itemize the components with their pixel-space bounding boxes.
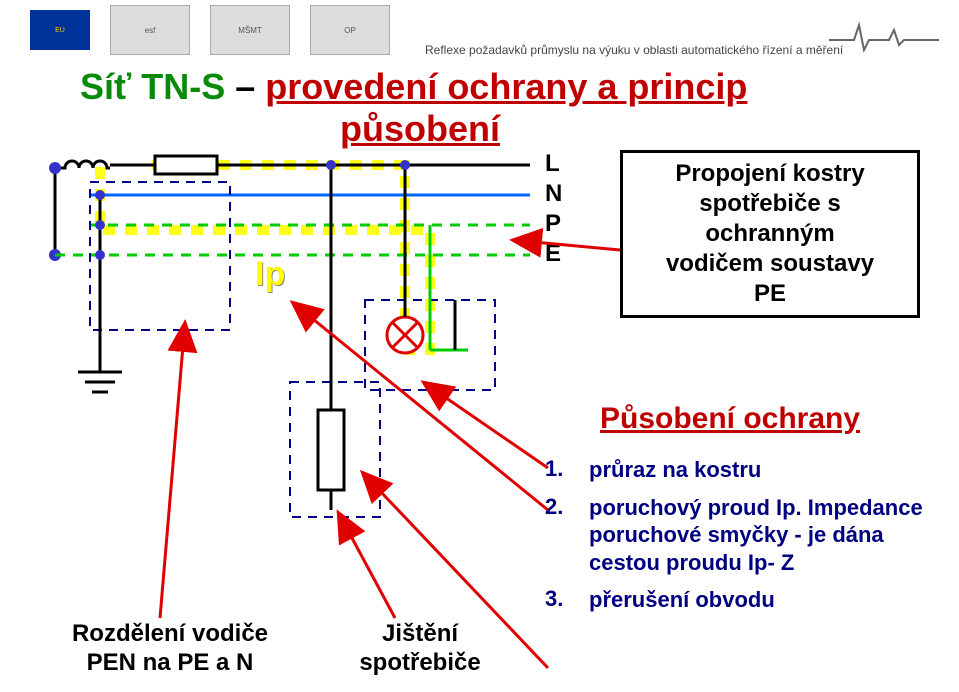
logo-msmt: MŠMT <box>210 5 290 55</box>
list-item-2-txt: poruchový proud Ip. Impedance poruchové … <box>589 494 935 577</box>
pusobeni-heading: Působení ochrany <box>600 402 860 436</box>
label-jisteni: Jištění spotřebiče <box>330 620 510 678</box>
title-dash: – <box>225 66 265 107</box>
list-item-1: 1. průraz na kostru <box>545 456 935 484</box>
title-green-part: Síť TN-S <box>80 66 225 107</box>
logo-op: OP <box>310 5 390 55</box>
ip-label: Ip <box>255 255 285 294</box>
propojeni-line4: vodičem soustavy <box>666 250 874 277</box>
propojeni-line5: PE <box>754 280 786 307</box>
list-item-1-num: 1. <box>545 456 569 484</box>
list-item-3-num: 3. <box>545 586 569 614</box>
propojeni-line3: ochranným <box>705 220 834 247</box>
rail-label-P: P <box>545 210 561 238</box>
box-propojeni-kostry: Propojení kostry spotřebiče s ochranným … <box>620 150 920 318</box>
list-item-2-num: 2. <box>545 494 569 577</box>
label-rozdeleni: Rozdělení vodiče PEN na PE a N <box>40 620 300 678</box>
jisteni-line1: Jištění <box>382 620 458 647</box>
rozdeleni-line1: Rozdělení vodiče <box>72 620 268 647</box>
propojeni-line1: Propojení kostry <box>675 160 864 187</box>
rozdeleni-line2: PEN na PE a N <box>87 649 254 676</box>
title-red-line2: působení <box>340 108 500 150</box>
list-item-3-txt: přerušení obvodu <box>589 586 935 614</box>
ecg-squiggle <box>829 20 939 55</box>
logo-eu: EU <box>30 10 90 50</box>
header-logos: EU esf MŠMT OP <box>30 5 390 55</box>
pusobeni-list: 1. průraz na kostru 2. poruchový proud I… <box>545 456 935 624</box>
list-item-2: 2. poruchový proud Ip. Impedance porucho… <box>545 494 935 577</box>
main-title: Síť TN-S – provedení ochrany a princip <box>80 66 747 108</box>
rail-label-N: N <box>545 180 562 208</box>
list-item-3: 3. přerušení obvodu <box>545 586 935 614</box>
rail-label-L: L <box>545 150 560 178</box>
rail-label-E: E <box>545 240 561 268</box>
list-item-1-txt: průraz na kostru <box>589 456 935 484</box>
logo-esf: esf <box>110 5 190 55</box>
jisteni-line2: spotřebiče <box>359 649 480 676</box>
propojeni-line2: spotřebiče s <box>699 190 840 217</box>
title-red-line1: provedení ochrany a princip <box>265 66 747 107</box>
